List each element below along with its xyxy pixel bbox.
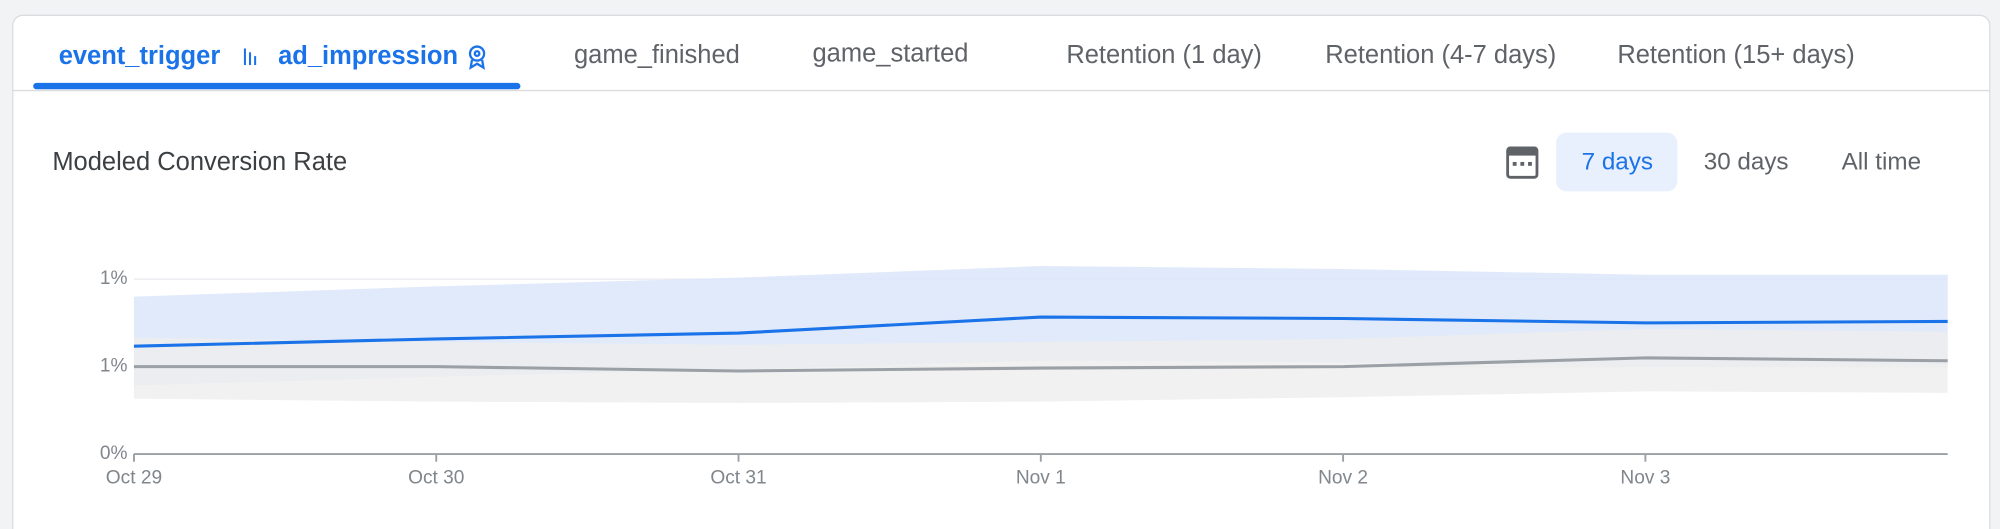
confidence-band <box>133 328 1948 404</box>
tab[interactable]: Retention (4-7 days) <box>1325 41 1556 69</box>
x-tick-label: Nov 1 <box>1016 467 1066 488</box>
range-button[interactable]: 30 days <box>1704 149 1789 176</box>
icon <box>1512 161 1532 166</box>
series-line <box>133 356 1948 373</box>
icon <box>243 48 257 66</box>
x-tick-label: Oct 31 <box>710 467 766 488</box>
tab[interactable]: Retention (1 day) <box>1066 41 1262 69</box>
tab-bar: event_trigger ad_impression game_finishe… <box>12 40 1990 92</box>
tab[interactable]: event_trigger ad_impression <box>33 42 521 90</box>
range-button[interactable]: 7 days <box>1582 149 1653 176</box>
y-tick-label: 0% <box>100 443 128 464</box>
plot: 0% 1% 1% Oct 29 Oct 30 Oct 31 Nov 1 Nov 2 Nov 3 <box>100 266 1948 488</box>
range-selected-bg <box>1556 132 1678 192</box>
calendar-button[interactable] <box>1506 146 1539 179</box>
tab[interactable]: Retention (15+ days) <box>1617 41 1854 69</box>
tab[interactable]: game_started <box>813 40 969 68</box>
icon <box>468 45 486 70</box>
icon <box>1507 147 1537 156</box>
x-tick-label: Nov 2 <box>1318 467 1368 488</box>
tab-label: event_trigger <box>59 42 221 70</box>
chart-title: Modeled Conversion Rate <box>52 148 347 176</box>
x-tick-label: Nov 3 <box>1620 467 1670 488</box>
x-tick-label: Oct 30 <box>408 467 464 488</box>
tab[interactable]: game_finished <box>574 41 740 69</box>
tab-indicator <box>33 82 521 90</box>
x-tick-label: Oct 29 <box>106 467 162 488</box>
range-button[interactable]: All time <box>1842 149 1921 176</box>
y-tick-label: 1% <box>100 268 128 289</box>
y-tick-label: 1% <box>100 356 128 377</box>
tab-label: ad_impression <box>278 42 458 70</box>
series-line <box>133 315 1948 348</box>
